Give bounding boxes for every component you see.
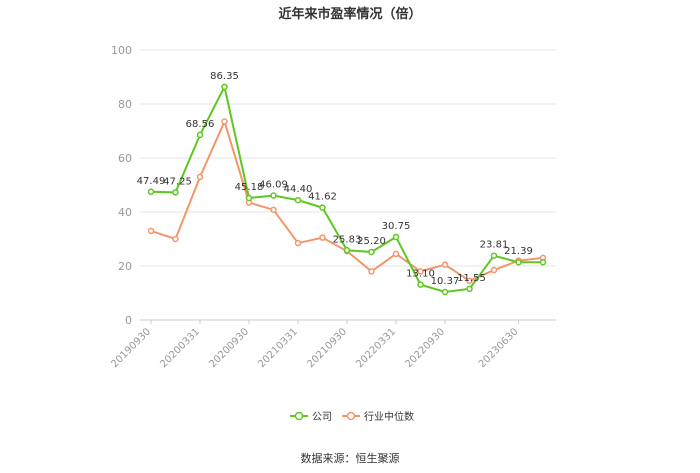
data-label: 25.83 (333, 234, 362, 245)
legend-marker (294, 411, 304, 421)
y-tick-label: 60 (118, 152, 132, 165)
data-point-company[interactable] (466, 285, 473, 293)
y-tick-label: 20 (118, 260, 132, 273)
y-tick-label: 80 (118, 98, 132, 111)
data-label: 10.37 (431, 276, 460, 287)
series-line-industry-median (150, 118, 544, 282)
data-point-industry-median[interactable] (392, 250, 400, 258)
x-tick-label: 20220930 (403, 326, 447, 370)
data-label: 47.25 (163, 176, 192, 187)
data-point-industry-median[interactable] (294, 239, 302, 247)
legend-item-company[interactable]: 公司 (290, 411, 332, 423)
data-label: 41.62 (308, 192, 337, 203)
data-label: 13.10 (406, 269, 435, 280)
data-point-company[interactable] (172, 189, 179, 196)
data-point-company[interactable] (368, 248, 375, 256)
x-tick-label: 20210331 (256, 326, 300, 370)
data-point-company[interactable] (221, 83, 228, 91)
data-point-industry-median[interactable] (319, 234, 326, 241)
legend[interactable]: 公司 行业中位数 (290, 410, 414, 423)
x-tick-label: 20210930 (305, 326, 349, 370)
x-tick-label: 20200930 (207, 326, 251, 370)
data-point-company[interactable] (270, 192, 277, 199)
x-tick-label: 20200331 (158, 326, 202, 370)
data-label: 11.55 (457, 273, 486, 284)
data-point-company[interactable] (196, 131, 204, 139)
data-point-company[interactable] (515, 258, 522, 266)
data-point-industry-median[interactable] (441, 261, 449, 268)
data-label: 30.75 (382, 221, 411, 232)
series (147, 83, 547, 296)
series-line-company (150, 83, 543, 294)
x-tick-label: 20230630 (477, 326, 521, 370)
data-point-industry-median[interactable] (270, 206, 277, 214)
legend-marker (346, 411, 356, 421)
y-tick-label: 100 (111, 44, 132, 57)
data-point-company[interactable] (294, 196, 302, 204)
legend-label: 公司 (312, 412, 332, 423)
chart-title: 近年来市盈率情况（倍） (278, 6, 421, 22)
data-point-industry-median[interactable] (196, 173, 204, 181)
data-label: 46.09 (259, 180, 288, 191)
data-point-industry-median[interactable] (147, 227, 155, 235)
data-point-industry-median[interactable] (417, 268, 424, 275)
data-point-company[interactable] (319, 204, 326, 211)
source-text: 数据来源：恒生聚源 (301, 451, 400, 465)
data-point-industry-median[interactable] (466, 277, 473, 285)
data-point-company[interactable] (392, 233, 400, 241)
data-label: 44.40 (284, 184, 313, 195)
data-point-industry-median[interactable] (368, 268, 375, 275)
data-label: 23.81 (480, 240, 509, 251)
legend-label: 行业中位数 (364, 410, 414, 423)
data-label: 25.20 (357, 236, 386, 247)
data-label: 21.39 (504, 246, 533, 257)
data-point-company[interactable] (147, 188, 155, 196)
data-point-industry-median[interactable] (221, 118, 228, 125)
y-tick-label: 0 (125, 314, 132, 327)
data-point-industry-median[interactable] (172, 235, 179, 243)
data-point-company[interactable] (245, 194, 253, 202)
data-point-industry-median[interactable] (490, 266, 498, 274)
data-label: 47.49 (137, 176, 166, 187)
y-tick-label: 40 (118, 206, 132, 219)
data-label: 45.18 (235, 182, 264, 193)
data-label: 86.35 (210, 71, 239, 82)
x-tick-label: 20220331 (354, 326, 398, 370)
x-tick-label: 20190930 (109, 326, 153, 370)
legend-item-industry-median[interactable]: 行业中位数 (342, 410, 414, 423)
data-point-company[interactable] (490, 252, 498, 259)
data-label: 68.56 (186, 119, 215, 130)
data-point-company[interactable] (441, 288, 449, 296)
data-point-company[interactable] (539, 258, 547, 266)
data-point-company[interactable] (417, 281, 424, 288)
data-point-company[interactable] (343, 247, 351, 254)
